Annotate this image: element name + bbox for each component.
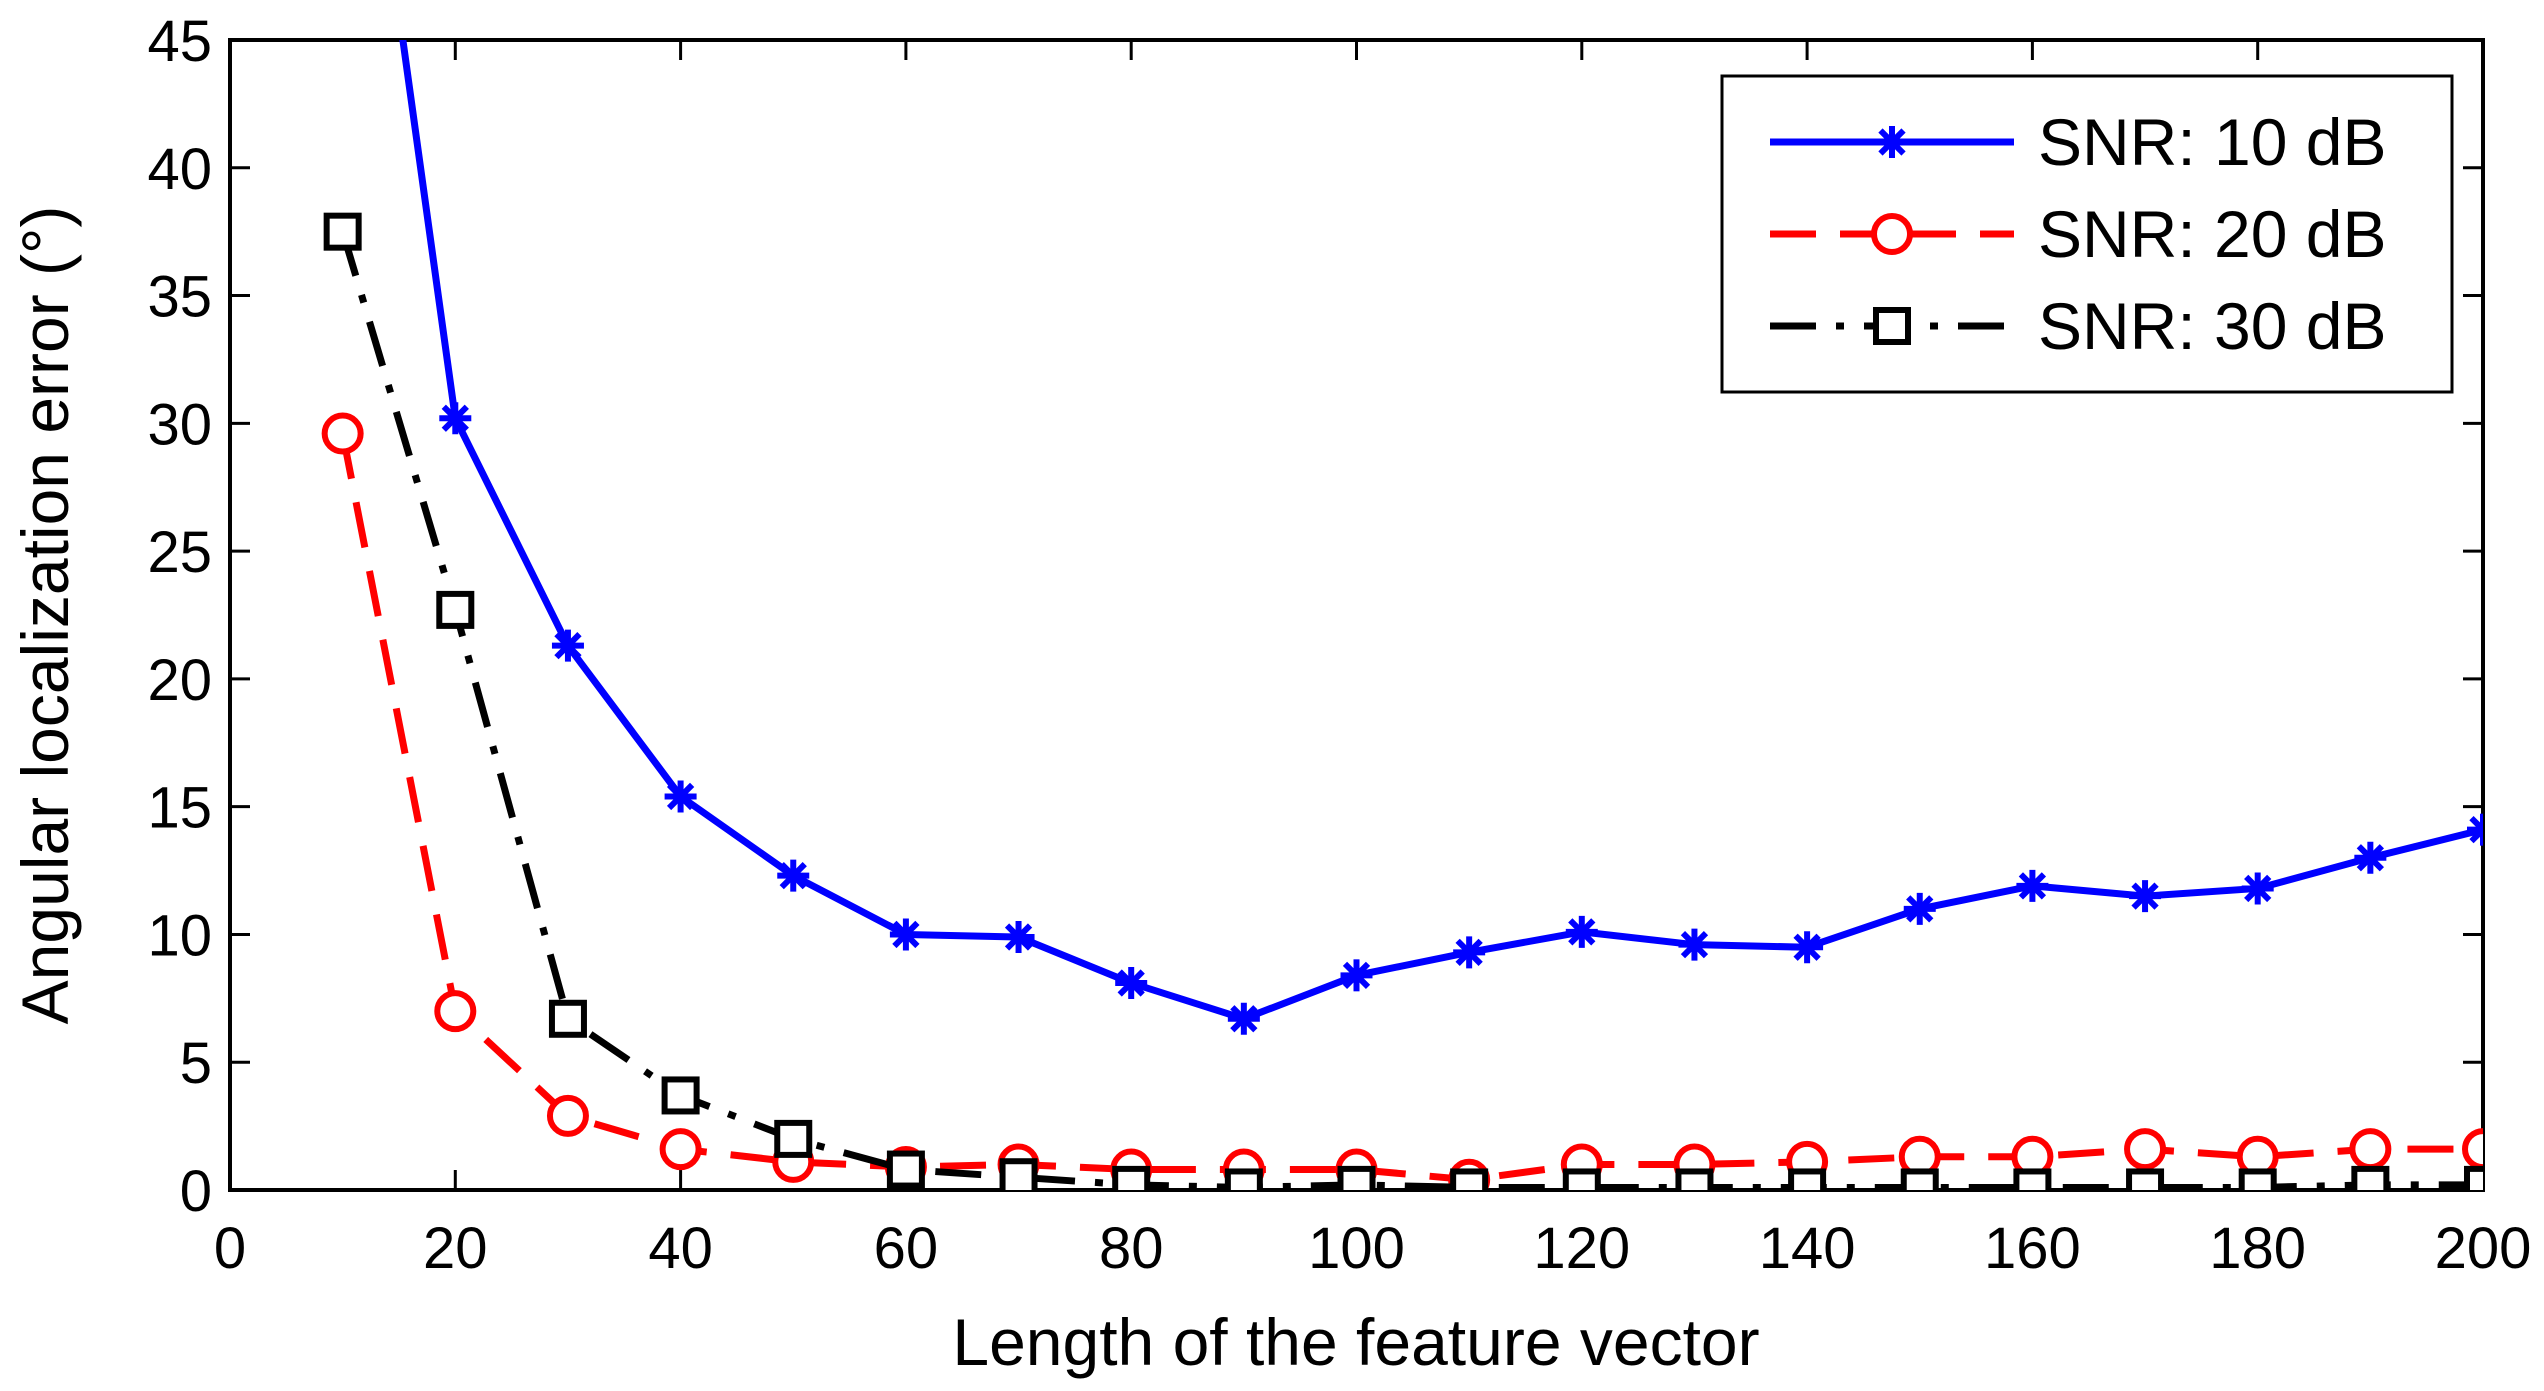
y-tick-label: 25 <box>147 520 212 585</box>
data-point <box>1565 915 1598 948</box>
y-tick-label: 45 <box>147 9 212 74</box>
data-point <box>999 1158 1038 1190</box>
data-point <box>1453 936 1486 969</box>
data-point <box>1450 1168 1489 1190</box>
x-tick-label: 80 <box>1099 1216 1164 1281</box>
series-3 <box>323 212 2483 1190</box>
data-point <box>1227 1002 1260 1035</box>
y-tick-label: 20 <box>147 648 212 713</box>
data-point <box>1337 1165 1376 1190</box>
data-point <box>439 402 472 435</box>
legend-item: SNR: 10 dB <box>1770 105 2387 179</box>
data-point <box>2124 1128 2167 1171</box>
data-point <box>661 1076 700 1115</box>
y-tick-label: 10 <box>147 903 212 968</box>
x-tick-label: 120 <box>1533 1216 1630 1281</box>
data-point <box>774 1119 813 1158</box>
data-point <box>436 590 475 629</box>
data-point <box>2349 1128 2392 1171</box>
data-point <box>2241 872 2274 905</box>
data-point <box>2016 869 2049 902</box>
data-point <box>434 990 477 1033</box>
data-point <box>2013 1168 2052 1190</box>
data-point <box>2351 1165 2390 1190</box>
x-tick-label: 60 <box>874 1216 939 1281</box>
axis-ticks: 0 20 40 60 80 100 120 140 160 180 200 0 5 10 15 20 25 30 3… <box>147 9 2531 1281</box>
data-point <box>323 212 362 251</box>
y-tick-label: 30 <box>147 392 212 457</box>
data-point <box>1675 1168 1714 1190</box>
series-group <box>321 40 2483 1190</box>
y-tick-label: 35 <box>147 265 212 330</box>
data-point <box>1562 1168 1601 1190</box>
y-tick-label: 0 <box>180 1159 212 1224</box>
data-point <box>2354 841 2387 874</box>
data-point <box>1002 921 1035 953</box>
x-tick-label: 20 <box>423 1216 488 1281</box>
data-point <box>546 1094 589 1137</box>
y-axis-label: Angular localization error (°) <box>8 206 82 1025</box>
legend-label: SNR: 30 dB <box>2038 289 2387 363</box>
legend-label: SNR: 20 dB <box>2038 197 2387 271</box>
y-tick-label: 40 <box>147 137 212 202</box>
data-point <box>2464 1165 2483 1190</box>
data-point <box>2238 1168 2277 1190</box>
legend-item: SNR: 30 dB <box>1770 289 2387 363</box>
data-point <box>2129 880 2162 913</box>
legend-marker <box>1876 126 1908 158</box>
data-point <box>2462 1128 2483 1171</box>
legend: SNR: 10 dB SNR: 20 dB SNR: 30 dB <box>1720 74 2454 394</box>
data-point <box>1224 1168 1263 1190</box>
x-tick-label: 140 <box>1759 1216 1856 1281</box>
data-point <box>1340 959 1373 992</box>
x-tick-label: 160 <box>1984 1216 2081 1281</box>
data-point <box>889 918 922 951</box>
data-point <box>551 629 584 662</box>
data-point <box>2467 813 2483 846</box>
y-tick-label: 5 <box>180 1031 212 1096</box>
data-point <box>659 1128 702 1171</box>
data-point <box>664 780 697 813</box>
data-point <box>1903 892 1936 925</box>
data-point <box>2126 1168 2165 1190</box>
data-point <box>321 412 364 455</box>
data-point <box>1788 1168 1827 1190</box>
x-tick-label: 200 <box>2435 1216 2532 1281</box>
x-tick-label: 100 <box>1308 1216 1405 1281</box>
data-point <box>1791 931 1824 964</box>
legend-label: SNR: 10 dB <box>2038 105 2387 179</box>
data-point <box>548 999 587 1038</box>
x-tick-label: 40 <box>648 1216 713 1281</box>
legend-item: SNR: 20 dB <box>1770 197 2387 271</box>
x-tick-label: 0 <box>214 1216 246 1281</box>
data-point <box>777 859 810 892</box>
legend-marker <box>1873 307 1911 345</box>
y-tick-label: 15 <box>147 776 212 841</box>
data-point <box>1678 928 1711 961</box>
data-point <box>1115 967 1148 999</box>
data-point <box>1112 1165 1151 1190</box>
data-point <box>1900 1168 1939 1190</box>
series-1 <box>399 40 2483 1035</box>
data-point <box>886 1150 925 1189</box>
legend-marker <box>1871 213 1913 255</box>
x-axis-label: Length of the feature vector <box>952 1305 1759 1379</box>
series-line <box>399 40 2483 1023</box>
x-tick-label: 180 <box>2209 1216 2306 1281</box>
